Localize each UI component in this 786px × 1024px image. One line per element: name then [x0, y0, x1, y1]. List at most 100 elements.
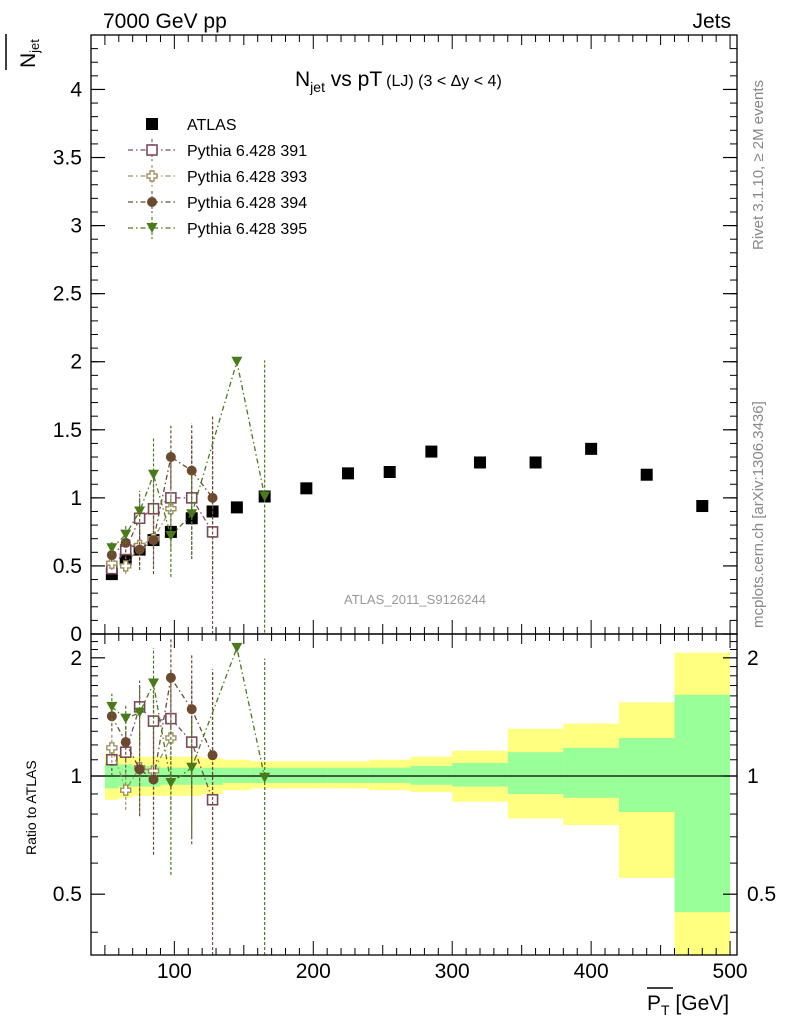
data-point-3-0 [106, 701, 118, 712]
inner-band-14 [507, 752, 564, 794]
data-point-3-5 [186, 762, 198, 773]
main-plot-area [105, 356, 709, 634]
data-point-3-6 [231, 642, 243, 653]
data-point-2-2 [134, 764, 145, 775]
data-point-2-4 [165, 672, 176, 683]
y-tick-label-1: 0.5 [53, 555, 82, 578]
data-point-2-1 [120, 560, 132, 572]
legend-label-2: Pythia 6.428 393 [187, 169, 307, 186]
data-point-3-2 [134, 707, 146, 718]
y-tick-label-2: 2 [70, 647, 82, 670]
legend-label-1: Pythia 6.428 391 [187, 143, 307, 160]
data-point-2-3 [148, 774, 159, 785]
side-label-top: Rivet 3.1.10, ≥ 2M events [750, 80, 767, 250]
data-point-4-1 [120, 529, 132, 540]
y-tick-label-0: 0 [70, 623, 82, 646]
y-tick-label-3: 1.5 [53, 419, 82, 442]
data-point-3-5 [186, 465, 197, 476]
inner-band-15 [563, 747, 619, 798]
data-point-3-3 [148, 535, 159, 546]
data-point-0-16 [640, 468, 653, 481]
inner-band-9 [285, 767, 328, 783]
data-point-1-0 [106, 742, 118, 754]
data-point-4-6 [231, 356, 243, 367]
y-tick-label-8: 4 [70, 78, 82, 101]
data-point-4-3 [148, 469, 160, 480]
data-point-2-5 [186, 704, 197, 715]
legend: ATLAS Pythia 6.428 391 Pythia 6.428 393 Pyt… [128, 117, 307, 239]
legend-marker-2 [146, 170, 158, 182]
data-point-0-15 [585, 442, 598, 455]
svg-text:Njet: Njet [17, 39, 42, 68]
legend-marker-1 [146, 144, 158, 156]
y-tick-label-0: 0.5 [53, 883, 82, 906]
inner-band-13 [452, 762, 508, 787]
legend-label-4: Pythia 6.428 395 [187, 221, 307, 238]
watermark-label: ATLAS_2011_S9126244 [344, 592, 486, 607]
x-tick-label-4: 500 [713, 960, 748, 983]
data-point-0-12 [425, 445, 438, 458]
y-tick-label-2: 1 [70, 487, 82, 510]
inner-band-10 [327, 767, 369, 783]
data-point-3-4 [165, 452, 176, 463]
inner-band-7 [222, 767, 251, 783]
data-point-4-2 [134, 506, 146, 517]
header-left-label: 7000 GeV pp [103, 10, 227, 33]
data-point-4-5 [186, 509, 198, 520]
y-tick-label-1: 1 [70, 765, 82, 788]
main-title: Njet vs pT (LJ) (3 < Δy < 4) [295, 68, 502, 95]
y-tick-label-5: 2.5 [53, 283, 82, 306]
svg-text:PT [GeV]: PT [GeV] [647, 992, 729, 1018]
data-point-2-6 [207, 750, 218, 761]
header-right-label: Jets [692, 10, 731, 33]
x-tick-label-0: 100 [157, 960, 192, 983]
ratio-panel: 0.5 0.5 1 1 2 2 100 200 300 400 500 [53, 633, 776, 983]
data-point-3-2 [134, 544, 145, 555]
data-point-0-0 [106, 753, 118, 766]
legend-marker-3 [147, 197, 157, 207]
main-y-axis-label: Njet [5, 34, 42, 70]
data-point-3-7 [259, 772, 271, 783]
ratio-frame [90, 633, 738, 956]
data-point-0-14 [529, 456, 542, 469]
data-point-0-11 [383, 465, 396, 478]
data-point-2-1 [120, 737, 131, 748]
x-tick-label-2: 300 [435, 960, 470, 983]
data-point-0-10 [342, 467, 355, 480]
data-point-4-7 [259, 491, 271, 502]
inner-band-16 [618, 737, 675, 812]
data-point-0-13 [473, 456, 486, 469]
y-tick-label-4: 2 [70, 351, 82, 374]
inner-band-17 [674, 694, 731, 913]
x-axis-label: PT [GeV] [647, 987, 729, 1018]
data-point-3-3 [148, 678, 160, 689]
main-panel: 0 0.5 1 1.5 2 2.5 3 3.5 4 ATLAS Pythia 6.428 391 Py… [53, 34, 738, 646]
y-tick-label-right-1: 1 [747, 765, 759, 788]
data-point-3-6 [207, 492, 218, 503]
data-point-4-0 [106, 543, 118, 554]
ratio-y-axis-label: Ratio to ATLAS [23, 760, 39, 855]
data-point-2-0 [106, 557, 118, 569]
x-tick-label-3: 400 [574, 960, 609, 983]
data-point-2-4 [165, 503, 177, 515]
data-point-3-1 [120, 713, 132, 724]
y-tick-label-right-2: 2 [747, 647, 759, 670]
legend-marker-4 [146, 223, 158, 233]
y-tick-label-6: 3 [70, 215, 82, 238]
legend-marker-0 [146, 118, 158, 130]
ratio-plot-area [91, 639, 737, 955]
data-point-0-17 [696, 500, 709, 513]
legend-label-3: Pythia 6.428 394 [187, 195, 307, 212]
legend-label-0: ATLAS [187, 117, 237, 134]
inner-band-11 [368, 767, 411, 783]
data-point-0-7 [230, 501, 243, 514]
data-point-2-0 [106, 711, 117, 722]
data-point-0-9 [300, 482, 313, 495]
data-point-3-4 [165, 777, 177, 788]
x-tick-label-1: 200 [296, 960, 331, 983]
side-label-bottom: mcplots.cern.ch [arXiv:1306.3436] [750, 401, 767, 628]
data-point-4-4 [165, 530, 177, 541]
data-point-1-1 [120, 784, 132, 796]
y-tick-label-7: 3.5 [53, 147, 82, 170]
